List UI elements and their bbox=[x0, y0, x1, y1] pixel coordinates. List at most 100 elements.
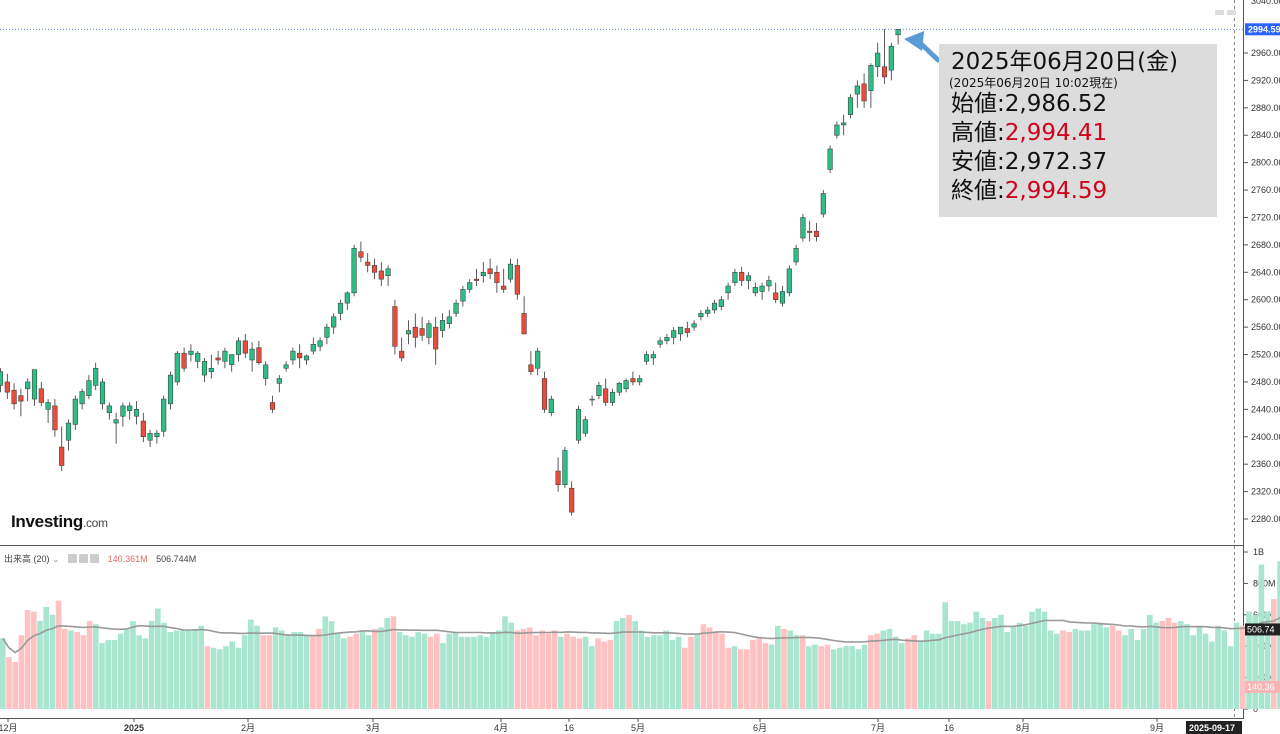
volume-tick-label: 400M bbox=[1253, 641, 1276, 651]
volume-bar bbox=[1023, 625, 1029, 709]
candle bbox=[235, 340, 242, 355]
volume-bar bbox=[359, 630, 366, 709]
candle bbox=[93, 367, 99, 386]
candle bbox=[725, 285, 731, 294]
volume-bar bbox=[1184, 624, 1190, 709]
candle bbox=[99, 381, 106, 405]
x-tick-label: 9月 bbox=[1150, 723, 1164, 733]
volume-bar bbox=[489, 633, 496, 709]
candle bbox=[705, 309, 711, 314]
candle bbox=[616, 383, 622, 393]
volume-bar bbox=[1159, 621, 1165, 709]
volume-bar bbox=[669, 639, 676, 709]
candle bbox=[779, 291, 786, 304]
candle bbox=[487, 268, 493, 274]
volume-bar bbox=[855, 649, 862, 709]
volume-bar bbox=[458, 636, 465, 709]
candle bbox=[569, 487, 575, 513]
candle bbox=[507, 263, 514, 280]
volume-bar bbox=[607, 639, 614, 709]
volume-bar bbox=[93, 624, 99, 709]
volume-bar bbox=[892, 636, 899, 709]
candle bbox=[854, 85, 860, 95]
volume-bar bbox=[539, 630, 545, 709]
volume-bar bbox=[837, 647, 843, 709]
volume-bar bbox=[1085, 630, 1091, 709]
price-tick-label: 2280.00 bbox=[1251, 514, 1280, 524]
price-tick-label: 2320.00 bbox=[1251, 487, 1280, 497]
price-tick-label: 3040.00 bbox=[1251, 0, 1280, 6]
dropdown-icon[interactable]: ⌄ bbox=[52, 554, 60, 564]
volume-bar bbox=[1091, 624, 1097, 709]
volume-bar bbox=[626, 614, 632, 709]
volume-bar bbox=[948, 621, 955, 709]
volume-bar bbox=[217, 649, 223, 709]
volume-bar bbox=[1178, 621, 1184, 709]
volume-bar bbox=[1209, 641, 1215, 709]
volume-bar bbox=[142, 638, 149, 709]
volume-bar bbox=[911, 635, 917, 709]
volume-bar bbox=[880, 630, 886, 709]
candle bbox=[72, 398, 78, 425]
volume-bar bbox=[496, 630, 502, 709]
maximize-icon[interactable] bbox=[1227, 10, 1236, 15]
candle bbox=[242, 340, 248, 354]
volume-bar bbox=[1004, 632, 1010, 709]
volume-bar bbox=[86, 621, 93, 709]
candle bbox=[664, 337, 670, 342]
volume-bar bbox=[762, 643, 769, 709]
volume-average-value: 506.744M bbox=[156, 554, 197, 564]
volume-bar bbox=[930, 633, 936, 709]
candle bbox=[412, 326, 418, 338]
candle bbox=[528, 364, 534, 372]
volume-bar bbox=[49, 614, 56, 709]
volume-bar bbox=[582, 636, 589, 709]
candle bbox=[555, 470, 561, 485]
candle bbox=[405, 330, 412, 335]
candle bbox=[514, 265, 520, 295]
close-icon[interactable] bbox=[90, 554, 100, 563]
volume-bar bbox=[1054, 633, 1060, 709]
candle bbox=[0, 371, 4, 386]
volume-moving-average bbox=[2, 617, 1280, 654]
volume-bar bbox=[1140, 628, 1147, 709]
candle bbox=[643, 354, 650, 362]
settings-icon[interactable] bbox=[68, 554, 78, 563]
volume-bar bbox=[229, 641, 235, 709]
candle bbox=[718, 299, 724, 307]
volume-bar bbox=[167, 632, 173, 709]
candle bbox=[310, 344, 316, 352]
info-timestamp: (2025年06月20日 10:02現在) bbox=[949, 76, 1118, 90]
volume-bar bbox=[1271, 599, 1277, 709]
volume-bar bbox=[1190, 635, 1196, 709]
volume-bar bbox=[316, 628, 322, 709]
volume-bar bbox=[384, 617, 390, 709]
candle bbox=[650, 354, 656, 359]
candle bbox=[249, 348, 255, 361]
volume-bar bbox=[198, 625, 204, 709]
volume-bar bbox=[310, 635, 316, 709]
x-tick-label: 2025 bbox=[124, 723, 144, 733]
candle bbox=[106, 405, 112, 414]
candle bbox=[385, 268, 391, 276]
volume-bar bbox=[917, 641, 924, 709]
volume-bar bbox=[483, 636, 490, 709]
candle bbox=[793, 248, 799, 263]
candle bbox=[596, 385, 602, 396]
hide-icon[interactable] bbox=[79, 554, 89, 563]
minimize-icon[interactable] bbox=[1215, 10, 1224, 15]
candle bbox=[31, 369, 38, 400]
candle bbox=[4, 381, 10, 393]
volume-legend: 出来高 (20) ⌄ 140.361M 506.744M bbox=[4, 552, 196, 565]
candle bbox=[378, 270, 384, 280]
candle bbox=[337, 302, 344, 314]
volume-bar bbox=[322, 616, 328, 709]
price-tick-label: 2920.00 bbox=[1251, 75, 1280, 85]
price-tick-label: 2760.00 bbox=[1251, 185, 1280, 195]
volume-bar bbox=[985, 621, 992, 709]
candle bbox=[433, 326, 439, 350]
volume-bar bbox=[266, 635, 273, 709]
volume-bar bbox=[1128, 628, 1134, 709]
candle bbox=[290, 350, 296, 361]
